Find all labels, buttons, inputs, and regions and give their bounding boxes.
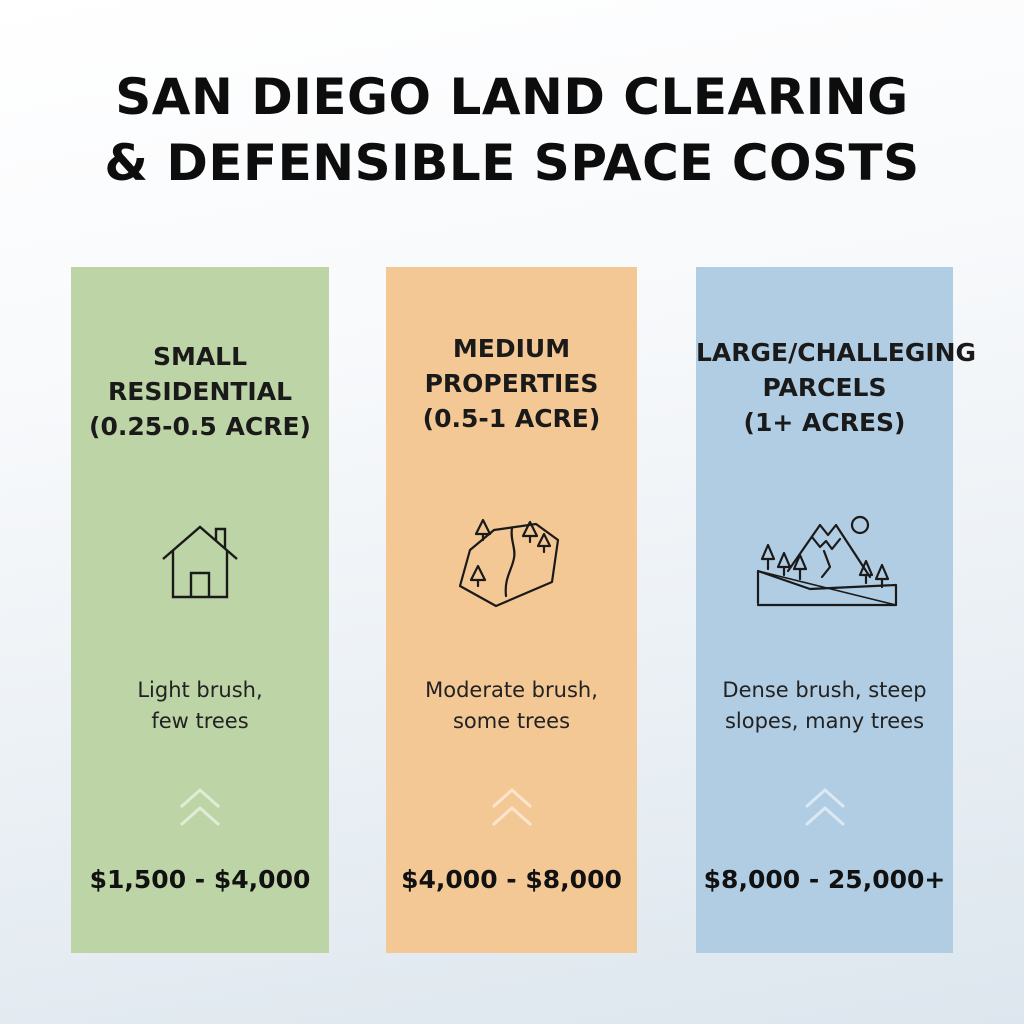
tier-description-line: some trees [452,709,571,733]
page-title-line-1: SAN DIEGO LAND CLEARING [115,68,909,126]
chevron-up-icon [492,788,531,826]
tier-description-line: Dense brush, steep [722,678,927,702]
tier-acreage: (0.25-0.5 ACRE) [89,412,311,441]
tier-card-small: SMALL RESIDENTIAL (0.25-0.5 ACRE) Light … [71,267,329,953]
page-title-line-2: & DEFENSIBLE SPACE COSTS [104,134,920,192]
tier-price: $8,000 - 25,000+ [703,865,946,894]
tier-heading-line: SMALL [152,342,248,371]
tier-heading-line: PROPERTIES [424,369,599,398]
tier-acreage: (1+ ACRES) [743,408,906,437]
tier-heading-line: RESIDENTIAL [107,377,293,406]
tier-description: Light brush, few trees [71,675,329,737]
tier-description-line: Light brush, [137,678,263,702]
tier-heading-line: PARCELS [762,373,887,402]
chevron-up-icon [805,788,844,826]
tier-description-line: few trees [151,709,249,733]
tier-heading-line: LARGE/CHALLEGING [696,338,977,367]
mountain-slope-icon [756,515,897,607]
tier-heading: SMALL RESIDENTIAL (0.25-0.5 ACRE) [71,339,329,444]
land-parcel-icon [458,518,559,608]
tier-heading-line: MEDIUM [452,334,571,363]
tier-heading: MEDIUM PROPERTIES (0.5-1 ACRE) [386,331,637,436]
chevron-up-icon [180,788,220,826]
house-icon [162,525,238,599]
tier-card-large: LARGE/CHALLEGING PARCELS (1+ ACRES) Dens… [696,267,977,953]
tier-description-line: slopes, many trees [724,709,925,733]
tier-description: Moderate brush, some trees [386,675,637,737]
tier-acreage: (0.5-1 ACRE) [422,404,601,433]
tier-description-line: Moderate brush, [425,678,598,702]
tier-price: $4,000 - $8,000 [401,865,622,894]
tier-card-medium: MEDIUM PROPERTIES (0.5-1 ACRE) Moderate … [386,267,637,953]
page-title: SAN DIEGO LAND CLEARING & DEFENSIBLE SPA… [0,64,1024,196]
tier-heading: LARGE/CHALLEGING PARCELS (1+ ACRES) [696,335,977,440]
tier-price: $1,500 - $4,000 [89,865,311,894]
tier-description: Dense brush, steep slopes, many trees [696,675,953,737]
